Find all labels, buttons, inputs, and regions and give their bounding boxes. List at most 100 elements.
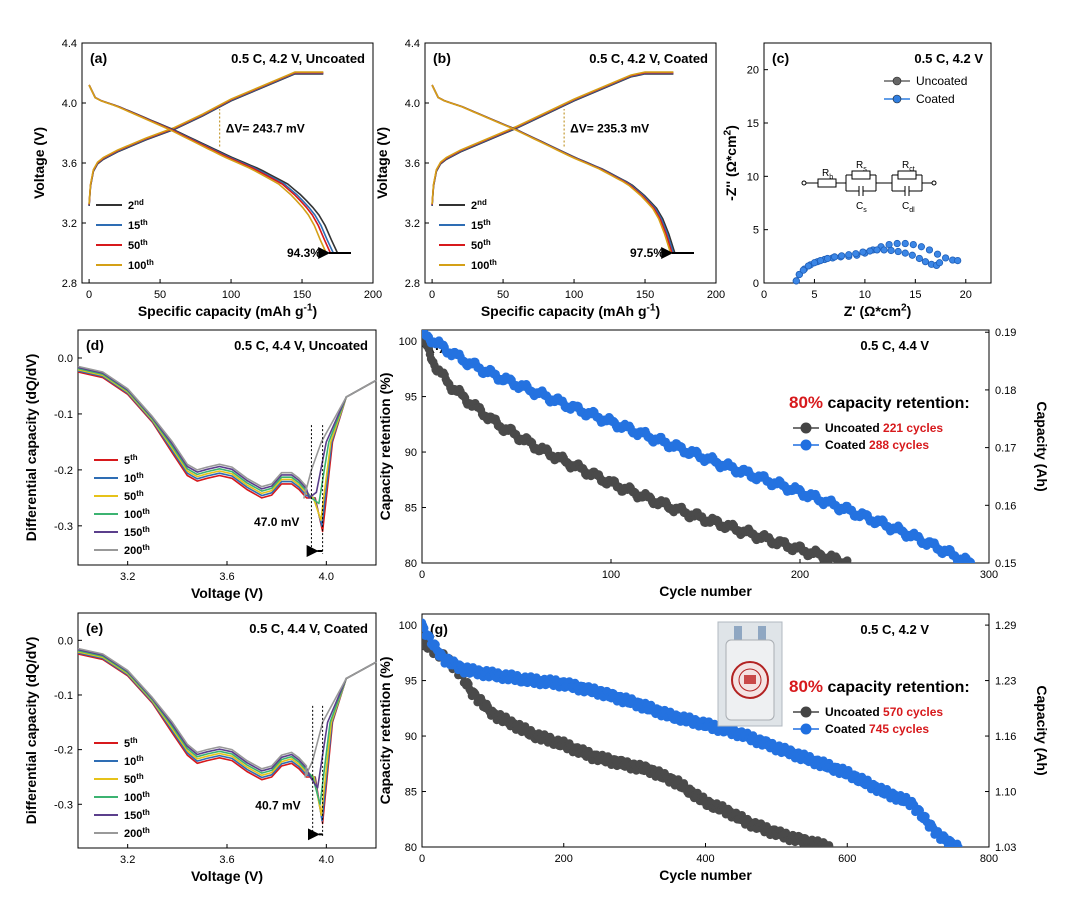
data-point bbox=[831, 253, 839, 261]
y-tick-label: 2.8 bbox=[62, 278, 77, 290]
y-axis-label: Differential capacity (dQ/dV) bbox=[23, 637, 39, 824]
y-tick-label: 85 bbox=[405, 503, 417, 515]
data-point bbox=[810, 259, 819, 267]
y-axis-label: Voltage (V) bbox=[31, 127, 47, 199]
chart-1: 0 50 100 150 200 2.8 3.2 3.6 4.0 4.4 (b) 0.5 C, 4.2… bbox=[374, 38, 725, 319]
chart-title: 0.5 C, 4.2 V bbox=[860, 622, 929, 637]
x-tick-label: 15 bbox=[909, 289, 921, 301]
panel-label: (e) bbox=[86, 620, 103, 636]
y-tick-label: 100 bbox=[399, 620, 417, 632]
data-point bbox=[893, 239, 901, 248]
data-point bbox=[901, 239, 909, 248]
x-tick-label: 200 bbox=[791, 569, 809, 581]
y-tick-label: 0.0 bbox=[58, 635, 73, 647]
series-coated bbox=[422, 618, 963, 847]
legend-label: 150th bbox=[124, 808, 150, 822]
legend-label: 50th bbox=[128, 238, 148, 252]
y2-tick-label: 0.15 bbox=[995, 558, 1016, 570]
legend-label: 2nd bbox=[471, 198, 487, 212]
chart-title: 0.5 C, 4.4 V bbox=[860, 338, 929, 353]
dqdv-curve bbox=[77, 365, 377, 499]
y-tick-label: -0.1 bbox=[54, 409, 73, 421]
data-point bbox=[795, 270, 803, 279]
discharge-curve bbox=[431, 84, 672, 254]
data-point bbox=[935, 259, 944, 267]
y-tick-label: 85 bbox=[405, 787, 417, 799]
x-tick-label: 3.2 bbox=[120, 854, 135, 866]
delta-v-label: ΔV= 243.7 mV bbox=[226, 122, 305, 136]
x-axis-label: Specific capacity (mAh g-1) bbox=[138, 303, 317, 319]
y2-tick-label: 1.03 bbox=[995, 842, 1016, 854]
legend-label: Coated bbox=[916, 92, 955, 106]
x-tick-label: 50 bbox=[497, 289, 509, 301]
y2-tick-label: 0.16 bbox=[995, 500, 1016, 512]
chart-title: 0.5 C, 4.2 V, Coated bbox=[589, 51, 708, 66]
x-axis-label: Specific capacity (mAh g-1) bbox=[481, 303, 660, 319]
x-tick-label: 200 bbox=[707, 289, 725, 301]
data-point bbox=[941, 254, 950, 262]
x-tick-label: 4.0 bbox=[319, 854, 334, 866]
data-point bbox=[921, 258, 930, 266]
charge-curve bbox=[431, 71, 674, 205]
legend-label: 100th bbox=[128, 258, 154, 272]
y-tick-label: -0.2 bbox=[54, 745, 73, 757]
retention-label: 94.3% bbox=[287, 246, 321, 260]
data-point bbox=[915, 806, 925, 815]
y-tick-label: 95 bbox=[405, 676, 417, 688]
y-tick-label: 100 bbox=[399, 336, 417, 348]
y-axis-label: Voltage (V) bbox=[374, 127, 390, 199]
x-tick-label: 600 bbox=[838, 853, 856, 865]
x-tick-label: 0 bbox=[86, 289, 92, 301]
dqdv-curve bbox=[77, 370, 377, 527]
data-point bbox=[887, 246, 895, 255]
circuit-label: Rct bbox=[902, 160, 915, 173]
charge-curve bbox=[431, 72, 674, 206]
y-tick-label: -0.3 bbox=[54, 799, 73, 811]
data-point bbox=[954, 256, 962, 265]
charge-curve bbox=[88, 72, 324, 206]
chart-title: 0.5 C, 4.4 V, Coated bbox=[249, 621, 368, 636]
data-point bbox=[901, 249, 909, 257]
data-point bbox=[925, 246, 934, 254]
resistor-rb bbox=[817, 178, 837, 188]
y2-axis-label: Capacity (Ah) bbox=[1034, 401, 1050, 491]
dqdv-curve bbox=[77, 367, 377, 505]
legend-label: 5th bbox=[124, 453, 138, 467]
x-tick-label: 4.0 bbox=[319, 571, 334, 583]
y-tick-label: 10 bbox=[747, 171, 759, 183]
data-point bbox=[880, 246, 888, 254]
legend-label: 5th bbox=[124, 736, 138, 750]
data-point bbox=[954, 842, 963, 847]
y-tick-label: 5 bbox=[753, 225, 759, 237]
y-tick-label: -0.2 bbox=[54, 465, 73, 477]
dqdv-curve bbox=[77, 653, 377, 825]
x-axis-label: Cycle number bbox=[659, 583, 752, 599]
y2-tick-label: 0.19 bbox=[995, 327, 1016, 339]
legend-label: 50th bbox=[471, 238, 491, 252]
x-tick-label: 100 bbox=[602, 569, 620, 581]
plot-frame bbox=[763, 42, 992, 284]
x-tick-label: 0 bbox=[429, 289, 435, 301]
x-axis-label: Voltage (V) bbox=[191, 868, 263, 884]
data-point bbox=[908, 251, 916, 259]
shift-label: 40.7 mV bbox=[255, 799, 300, 813]
y-tick-label: -0.3 bbox=[54, 521, 73, 533]
y-tick-label: 15 bbox=[747, 118, 759, 130]
charge-curve bbox=[431, 71, 674, 205]
panel-label: (c) bbox=[772, 50, 789, 66]
dqdv-curve bbox=[77, 648, 377, 789]
chart-4: 3.2 3.6 4.0 0.0 -0.1 -0.2 -0.3 (e) 0.5 C, 4.4 V,… bbox=[23, 612, 377, 884]
chart-title: 0.5 C, 4.4 V, Uncoated bbox=[234, 338, 368, 353]
legend-label: 15th bbox=[471, 218, 491, 232]
series-uncoated bbox=[422, 635, 834, 847]
y-axis-label: Capacity retention (%) bbox=[377, 657, 393, 805]
y2-tick-label: 1.10 bbox=[995, 787, 1016, 799]
data-point bbox=[845, 251, 853, 259]
data-point bbox=[917, 243, 925, 251]
legend-label: 50th bbox=[124, 489, 144, 503]
legend-label: 100th bbox=[124, 790, 150, 804]
y-tick-label: 0.0 bbox=[58, 353, 73, 365]
y-tick-label: 3.6 bbox=[405, 158, 420, 170]
x-axis-label: Cycle number bbox=[659, 867, 752, 883]
